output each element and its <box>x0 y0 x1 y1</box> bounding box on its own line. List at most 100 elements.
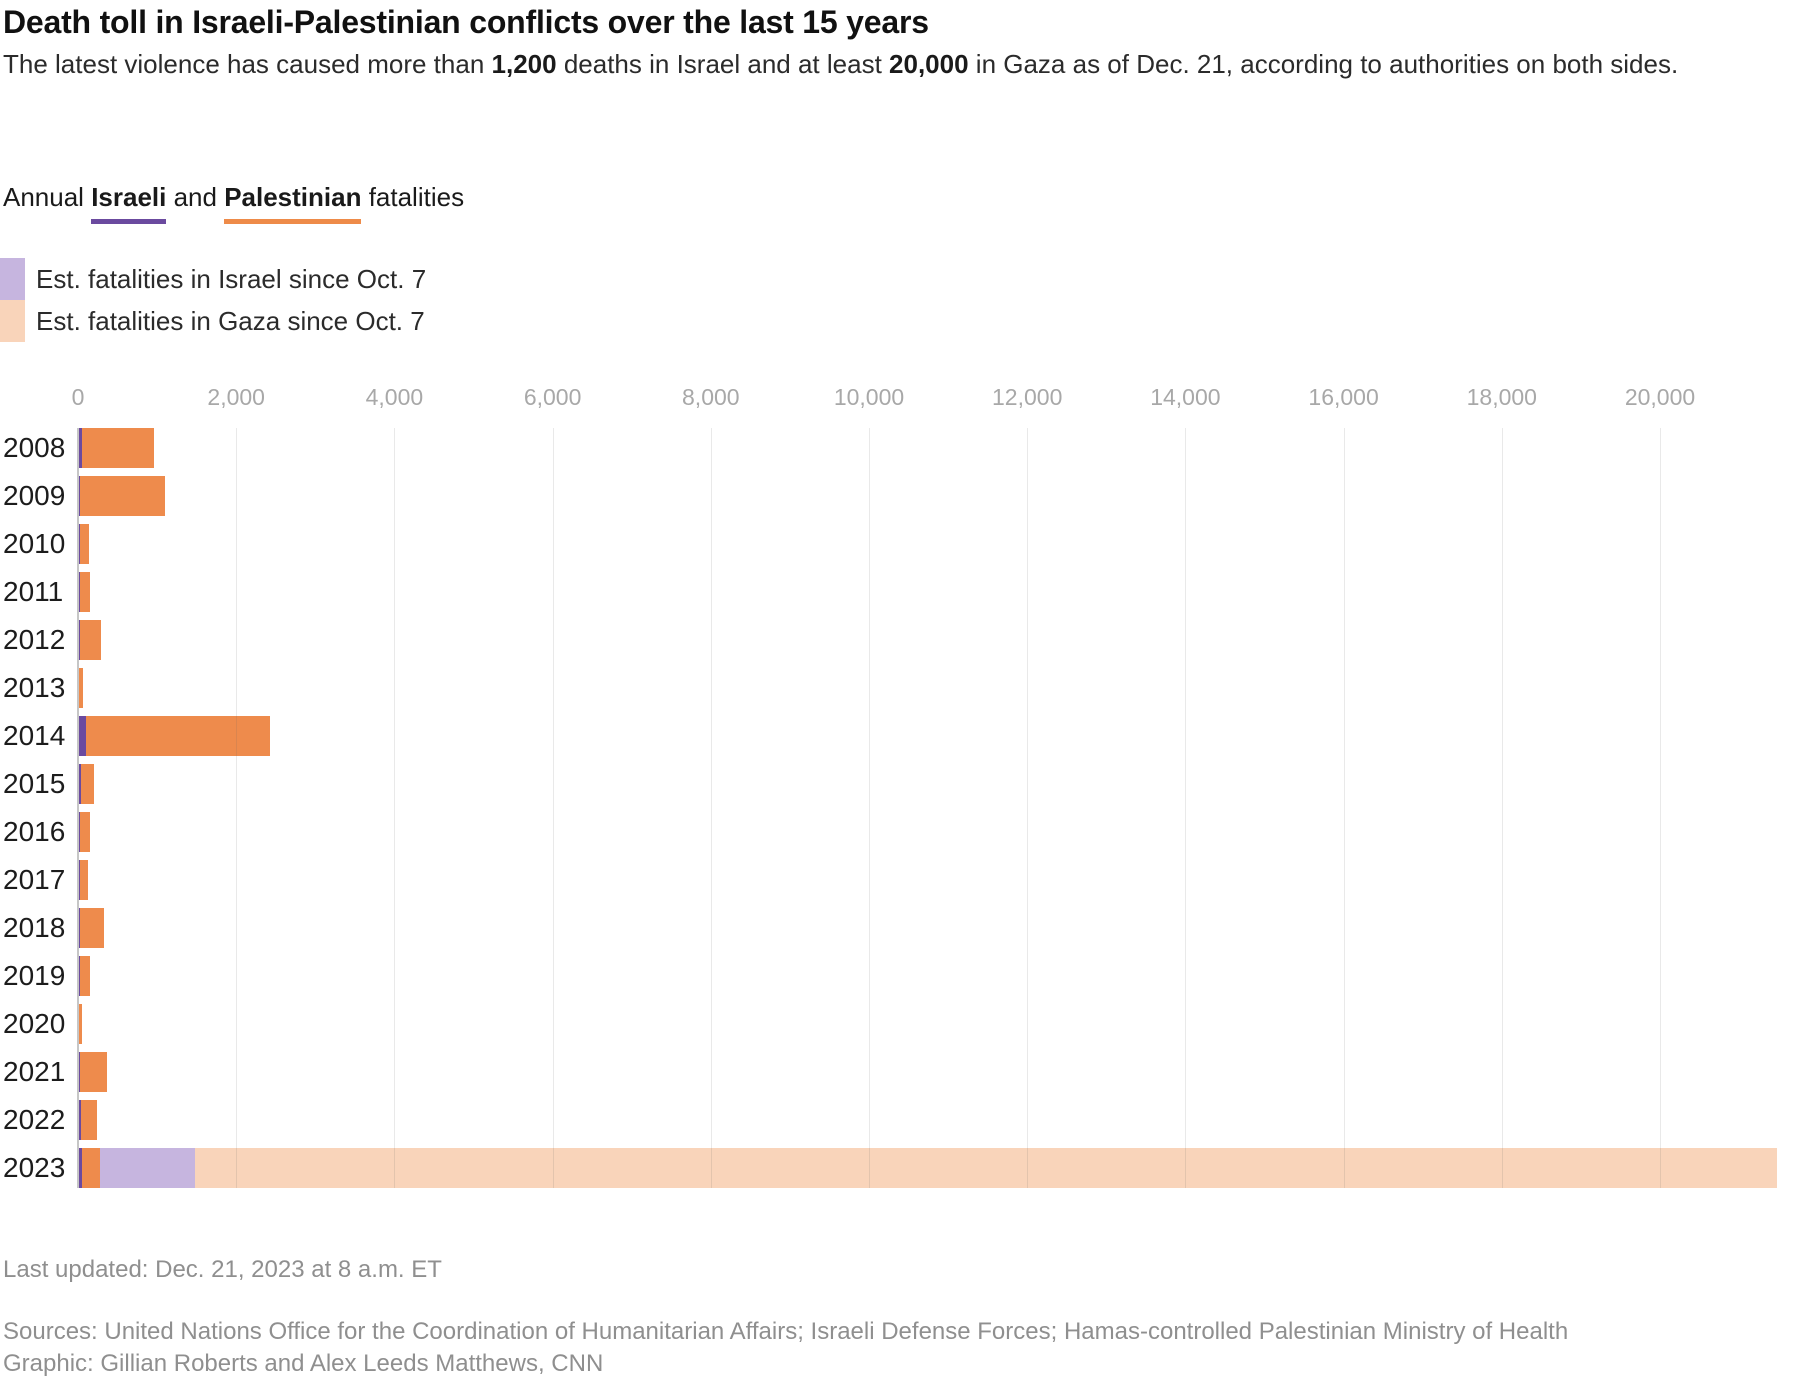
bar-segment-israeli-2022 <box>79 1100 82 1140</box>
y-axis-year-label-2017: 2017 <box>3 864 66 895</box>
bar-segment-palestinian-2009 <box>79 476 166 516</box>
bar-segment-israeli-2015 <box>79 764 81 804</box>
bar-row-2014 <box>79 716 271 756</box>
gridline <box>1343 428 1345 1188</box>
bar-row-2013 <box>79 668 83 708</box>
bar-segment-gaza_since_oct7-2023 <box>194 1148 1777 1188</box>
bar-row-2011 <box>79 572 91 612</box>
x-axis-tick-label: 2,000 <box>207 384 265 410</box>
x-axis-tick-label: 10,000 <box>833 384 905 410</box>
y-axis-year-label-2010: 2010 <box>3 528 66 559</box>
heading-text: and <box>166 182 225 212</box>
bar-segment-israeli-2014 <box>79 716 86 756</box>
bar-segment-palestinian-2016 <box>80 812 90 852</box>
y-axis-year-label-2014: 2014 <box>3 720 66 751</box>
x-axis-tick-label: 12,000 <box>992 384 1063 410</box>
y-axis-year-label-2021: 2021 <box>3 1056 66 1087</box>
x-axis-tick-label: 20,000 <box>1624 384 1696 410</box>
x-axis-tick-label: 16,000 <box>1308 384 1379 410</box>
y-axis-year-label-2011: 2011 <box>3 576 64 607</box>
bar-segment-palestinian-2020 <box>79 1004 83 1044</box>
bar-segment-israeli-2011 <box>79 572 81 612</box>
bar-segment-palestinian-2011 <box>80 572 91 612</box>
y-axis-year-label-2018: 2018 <box>3 912 66 943</box>
x-axis: 0 2,000 4,000 6,000 8,000 10,000 12,000 14,000 1… <box>0 384 1820 412</box>
bar-row-2009 <box>79 476 166 516</box>
subtitle-text: The latest violence has caused more than <box>3 49 492 79</box>
bar-row-2012 <box>79 620 102 660</box>
bar-segment-israeli-2018 <box>79 908 81 948</box>
subtitle-text: in Gaza as of Dec. 21, according to auth… <box>968 49 1679 79</box>
bar-segment-israel_since_oct7-2023 <box>99 1148 195 1188</box>
y-axis-year-label-2020: 2020 <box>3 1008 66 1039</box>
gridline <box>869 428 870 1188</box>
x-axis-tick-label: 0 <box>71 384 85 410</box>
x-axis-tick-label: 18,000 <box>1466 384 1537 410</box>
bar-row-2010 <box>79 524 89 564</box>
y-axis-year-label-2019: 2019 <box>3 960 66 991</box>
x-axis-tick-label: 14,000 <box>1150 384 1221 410</box>
sources-note: Sources: United Nations Office for the C… <box>3 1318 1569 1345</box>
bar-segment-israeli-2009 <box>79 476 80 516</box>
bar-segment-israeli-2017 <box>79 860 81 900</box>
bar-segment-israeli-2021 <box>79 1052 81 1092</box>
bar-segment-palestinian-2017 <box>80 860 88 900</box>
last-updated-note: Last updated: Dec. 21, 2023 at 8 a.m. ET <box>3 1256 442 1283</box>
y-axis-year-label-2016: 2016 <box>3 816 66 847</box>
bar-row-2022 <box>79 1100 98 1140</box>
gridline <box>1185 428 1187 1188</box>
bar-row-2021 <box>79 1052 108 1092</box>
bar-row-2008 <box>79 428 154 468</box>
bar-row-2020 <box>79 1004 83 1044</box>
bar-segment-palestinian-2008 <box>81 428 154 468</box>
y-axis-year-label-2009: 2009 <box>3 480 66 511</box>
x-axis-tick-label: 4,000 <box>365 384 424 410</box>
bar-segment-israeli-2008 <box>79 428 82 468</box>
legend-swatch-light-purple <box>0 258 25 300</box>
y-axis-year-label-2013: 2013 <box>3 672 66 703</box>
axis-zero-line <box>77 428 79 1188</box>
legend-swatch-light-orange <box>0 300 25 342</box>
bar-segment-palestinian-2015 <box>80 764 95 804</box>
bar-row-2023 <box>79 1148 1777 1188</box>
gaza-death-count: 20,000 <box>889 49 969 79</box>
bar-row-2019 <box>79 956 91 996</box>
palestinian-keyword-underlined: Palestinian <box>224 182 362 224</box>
legend-label: Est. fatalities in Israel since Oct. 7 <box>36 263 427 294</box>
x-axis-tick-label: 6,000 <box>523 384 582 410</box>
bar-segment-israeli-2010 <box>79 524 80 564</box>
x-axis-tick-label: 8,000 <box>682 384 740 410</box>
credit-note: Graphic: Gillian Roberts and Alex Leeds … <box>3 1350 604 1377</box>
gridline <box>1501 428 1503 1188</box>
y-axis-year-label-2008: 2008 <box>3 432 66 463</box>
bar-segment-palestinian-2022 <box>81 1100 98 1140</box>
israeli-keyword-underlined: Israeli <box>91 182 167 224</box>
legend-item-israel-oct7: Est. fatalities in Israel since Oct. 7 <box>0 258 426 300</box>
bar-row-2017 <box>79 860 88 900</box>
legend: Est. fatalities in Israel since Oct. 7 E… <box>0 258 426 342</box>
bar-segment-palestinian-2010 <box>79 524 89 564</box>
gridline <box>236 428 238 1188</box>
y-axis-year-label-2012: 2012 <box>3 624 66 655</box>
chart-subtitle: The latest violence has caused more than… <box>3 46 1683 83</box>
y-axis-year-label-2022: 2022 <box>3 1104 66 1135</box>
heading-text: Annual <box>3 182 92 212</box>
bar-segment-israeli-2012 <box>79 620 80 660</box>
legend-label: Est. fatalities in Gaza since Oct. 7 <box>36 305 425 336</box>
bar-segment-palestinian-2018 <box>80 908 104 948</box>
bar-segment-israeli-2019 <box>79 956 80 996</box>
gridline <box>1027 428 1029 1188</box>
gridline <box>1660 428 1661 1188</box>
y-axis-year-label-2023: 2023 <box>3 1152 66 1183</box>
subtitle-text: deaths in Israel and at least <box>556 49 890 79</box>
bar-chart: 2008 2009 2010 2011 2012 2013 2014 2015 2016 2017… <box>0 428 1820 1188</box>
bar-segment-palestinian-2023 <box>81 1148 100 1188</box>
bar-row-2015 <box>79 764 95 804</box>
gridline <box>710 428 712 1188</box>
gridline <box>552 428 554 1188</box>
bar-segment-israeli-2023 <box>79 1148 82 1188</box>
bar-row-2018 <box>79 908 104 948</box>
bar-segment-palestinian-2012 <box>79 620 102 660</box>
heading-text: fatalities <box>361 182 465 212</box>
bar-segment-israeli-2016 <box>79 812 81 852</box>
